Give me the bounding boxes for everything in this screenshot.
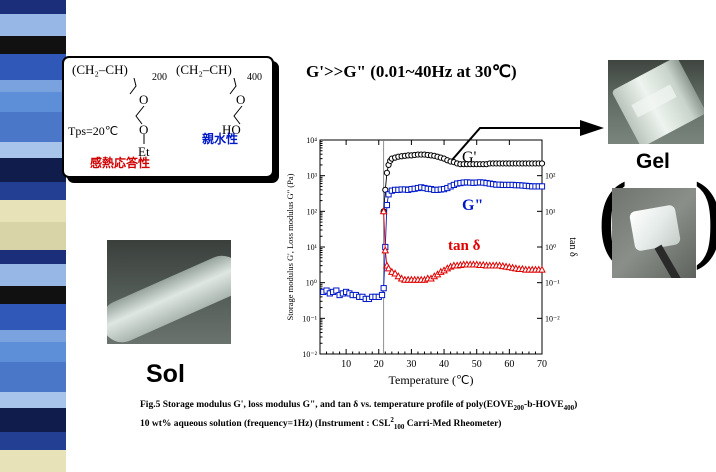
y2-tick-label: 10⁻¹ [545,279,560,288]
stripe [0,0,66,14]
y-tick-label: 10² [307,207,318,216]
stripe [0,342,66,362]
stripe [0,264,66,286]
y-tick-label: 10⁰ [306,279,317,288]
ethyl-group: Et [138,144,150,159]
side-chain-bonds [129,77,243,144]
y-tick-label: 10³ [307,172,318,181]
gprime-point [382,186,389,193]
stripe [0,304,66,330]
gdouble-point [385,191,392,198]
x-tick-label: 70 [537,359,547,370]
x-axis-label: Temperature (℃) [389,373,474,387]
stripe [0,92,66,112]
stripe [0,450,66,472]
stripe [0,158,66,182]
x-tick-label: 30 [406,359,416,370]
y-axis-label: Storage modulus G', Loss modulus G" (Pa) [285,173,295,320]
y2-tick-label: 10¹ [545,207,556,216]
hydroxyl-group: HO [222,122,241,137]
decorative-stripe-bar [0,0,66,472]
gel-film-photo [612,188,696,278]
stripe [0,250,66,264]
gel-pointer-arrow [451,120,604,161]
gdouble-series-label: G" [462,197,483,214]
tand-point [379,207,388,215]
y2-axis-label: tan δ [567,237,578,257]
stripe [0,54,66,80]
hydrophilic-label: 親水性 [202,132,239,146]
stripe [0,112,66,142]
ether-oxygen-1: O [139,92,149,107]
gprime-point [383,169,391,176]
x-tick-label: 20 [374,359,384,370]
tand-series-label: tan δ [448,238,481,254]
stripe [0,200,66,222]
gel-label: Gel [636,150,670,173]
repeat-unit-2-subscript: 400 [247,72,262,83]
stripe [0,222,66,250]
stripe [0,142,66,158]
sol-vial-photo [107,240,231,344]
tand-point [538,265,546,273]
tand-point [394,272,403,280]
plot-frame [319,139,543,355]
x-tick-label: 10 [341,359,351,370]
repeat-unit-1-subscript: 200 [152,72,167,83]
stripe [0,36,66,54]
gprime-series-label: G' [462,149,477,166]
figure-caption-line-2: 10 wt% aqueous solution (frequency=1Hz) … [140,416,502,432]
y-tick-label: 10⁻¹ [302,314,317,323]
ether-oxygen-2: O [139,122,149,137]
gdouble-point [378,291,386,299]
gdouble-point [538,183,546,190]
stripe [0,80,66,92]
stripe [0,286,66,304]
x-tick-label: 60 [504,359,514,370]
stripe [0,432,66,450]
y2-tick-label: 10⁰ [545,243,556,252]
ether-oxygen-3: O [236,92,246,107]
y-tick-label: 10⁻² [302,350,317,359]
figure-caption-line-1: Fig.5 Storage modulus G', loss modulus G… [140,400,578,412]
stripe [0,14,66,36]
tand-point [381,246,390,254]
y-tick-label: 10⁴ [306,136,317,145]
gprime-point [538,160,546,167]
chemical-structure-box: (CH₂–CH) 200 (CH₂–CH) 400 O O Et O HO Tp… [62,56,274,178]
phase-separation-temp: Tps=20℃ [68,124,119,138]
gdouble-point [333,287,340,294]
stripe [0,330,66,342]
gdouble-point [383,201,391,209]
y2-tick-label: 10⁻² [545,314,560,323]
stripe [0,182,66,200]
repeat-unit-2: (CH₂–CH) [176,62,232,77]
stripe [0,408,66,432]
stripe [0,362,66,392]
thermoresponsive-label: 感熱応答性 [90,156,151,170]
rheology-chart: 10 20 30 40 50 60 70 10⁻² 10⁻¹ 10⁰ 10¹ 10² 10³ 10⁴ 10⁻… [285,136,578,387]
sol-label: Sol [146,360,185,388]
y-tick-label: 10¹ [307,243,318,252]
gdouble-point [380,285,387,292]
gel-vial-photo [608,60,704,144]
x-tick-label: 50 [472,359,482,370]
repeat-unit-1: (CH₂–CH) [72,62,128,77]
tand-point [384,264,393,272]
tand-point [391,269,399,277]
x-tick-label: 40 [439,359,449,370]
headline-gprime-gt-gdouble: G'>>G" (0.01~40Hz at 30℃) [306,62,517,81]
y2-tick-label: 10² [545,172,556,181]
stripe [0,392,66,408]
